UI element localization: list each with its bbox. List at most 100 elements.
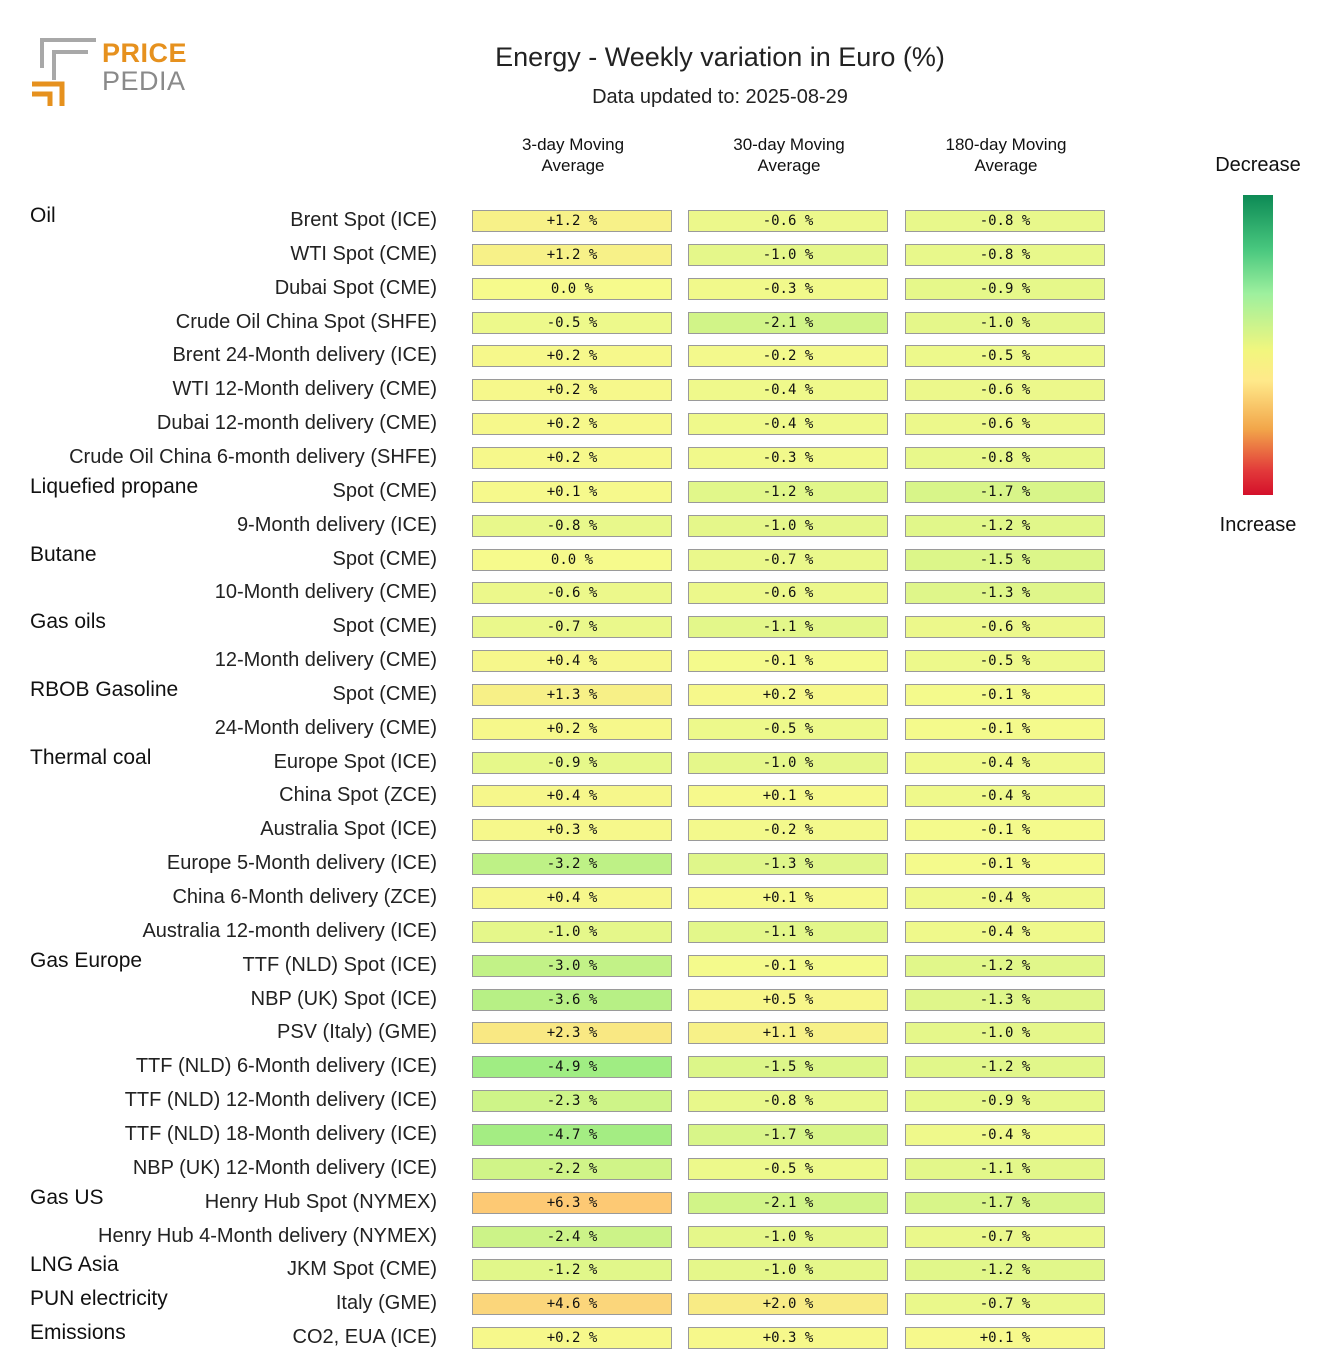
cell-180day: -0.4 % xyxy=(905,887,1105,909)
cell-180day: -1.1 % xyxy=(905,1157,1105,1180)
row-label: TTF (NLD) Spot (ICE) xyxy=(242,953,437,976)
cell-30day: +0.1 % xyxy=(688,887,888,909)
cell-180day: -1.2 % xyxy=(905,954,1105,977)
group-label: Gas US xyxy=(30,1185,104,1209)
cell-30day: -2.1 % xyxy=(688,311,888,334)
cell-30day: +0.1 % xyxy=(688,785,888,808)
column-header-3day-line1: 3-day Moving xyxy=(521,135,625,154)
row-label: TTF (NLD) 12-Month delivery (ICE) xyxy=(124,1089,437,1112)
group-label: Emissions xyxy=(30,1321,126,1345)
cell-180day: -1.2 % xyxy=(905,1259,1105,1282)
row-label: Dubai Spot (CME) xyxy=(274,276,437,299)
cell-30day: -0.3 % xyxy=(688,277,888,300)
cell-3day: +0.3 % xyxy=(472,819,672,842)
cell-30day: -0.6 % xyxy=(688,582,888,605)
cell-3day: -3.6 % xyxy=(472,988,672,1011)
column-header-30day: 30-day Moving Average xyxy=(688,134,890,176)
group-label: RBOB Gasoline xyxy=(30,677,179,701)
column-header-180day-line1: 180-day Moving xyxy=(945,135,1067,154)
row-label: 24-Month delivery (CME) xyxy=(214,716,437,739)
row-label: Europe 5-Month delivery (ICE) xyxy=(166,852,437,875)
group-label: Liquefied propane xyxy=(30,474,199,498)
row-label: TTF (NLD) 18-Month delivery (ICE) xyxy=(124,1122,437,1145)
cell-3day: +0.2 % xyxy=(472,413,672,436)
cell-30day: -1.0 % xyxy=(688,243,888,266)
row-label: Crude Oil China Spot (SHFE) xyxy=(175,310,437,333)
cell-30day: -0.4 % xyxy=(688,413,888,436)
logo-word-price: PRICE xyxy=(102,38,188,68)
cell-180day: -1.7 % xyxy=(905,1191,1105,1214)
cell-3day: +1.2 % xyxy=(472,243,672,266)
group-label: Butane xyxy=(30,542,97,566)
column-header-180day: 180-day Moving Average xyxy=(905,134,1107,176)
cell-3day: +0.4 % xyxy=(472,785,672,808)
row-label: Spot (CME) xyxy=(332,615,437,638)
cell-30day: -1.7 % xyxy=(688,1123,888,1146)
cell-3day: +1.2 % xyxy=(472,210,672,232)
row-label: Crude Oil China 6-month delivery (SHFE) xyxy=(69,445,437,468)
cell-180day: -1.0 % xyxy=(905,311,1105,334)
cell-180day: -0.7 % xyxy=(905,1225,1105,1248)
cell-3day: +6.3 % xyxy=(472,1191,672,1214)
row-label: WTI Spot (CME) xyxy=(290,242,437,265)
cell-180day: -1.0 % xyxy=(905,1022,1105,1045)
group-label: Gas Europe xyxy=(30,948,143,972)
column-header-3day-line2: Average xyxy=(541,156,605,175)
cell-3day: -4.9 % xyxy=(472,1056,672,1079)
cell-180day: -0.4 % xyxy=(905,920,1105,943)
cell-180day: -0.9 % xyxy=(905,277,1105,300)
row-label: PSV (Italy) (GME) xyxy=(276,1021,437,1044)
row-label: Australia 12-month delivery (ICE) xyxy=(142,919,437,942)
cell-3day: +0.2 % xyxy=(472,446,672,469)
cell-30day: -0.2 % xyxy=(688,819,888,842)
cell-30day: -0.4 % xyxy=(688,379,888,402)
cell-180day: -0.1 % xyxy=(905,853,1105,876)
cell-3day: +0.2 % xyxy=(472,717,672,740)
group-label: LNG Asia xyxy=(30,1253,119,1277)
cell-180day: -0.4 % xyxy=(905,1123,1105,1146)
cell-180day: -1.7 % xyxy=(905,480,1105,503)
row-label: Australia Spot (ICE) xyxy=(260,818,437,841)
cell-180day: -0.6 % xyxy=(905,616,1105,639)
cell-3day: +0.1 % xyxy=(472,480,672,503)
cell-30day: -0.6 % xyxy=(688,210,888,232)
cell-30day: -0.8 % xyxy=(688,1090,888,1113)
cell-3day: -2.2 % xyxy=(472,1157,672,1180)
cell-3day: -0.6 % xyxy=(472,582,672,605)
cell-180day: -0.6 % xyxy=(905,413,1105,436)
cell-180day: -0.7 % xyxy=(905,1293,1105,1316)
chart-subtitle: Data updated to: 2025-08-29 xyxy=(592,86,848,108)
row-label: Spot (CME) xyxy=(332,682,437,705)
cell-3day: -0.5 % xyxy=(472,311,672,334)
group-label: Thermal coal xyxy=(30,745,152,769)
chart-title: Energy - Weekly variation in Euro (%) xyxy=(495,42,945,72)
row-label: JKM Spot (CME) xyxy=(286,1258,437,1281)
row-label: Spot (CME) xyxy=(332,547,437,570)
row-label: 10-Month delivery (CME) xyxy=(214,581,437,604)
group-label: PUN electricity xyxy=(30,1287,168,1311)
cell-3day: 0.0 % xyxy=(472,548,672,571)
cell-3day: +4.6 % xyxy=(472,1293,672,1316)
group-label: Oil xyxy=(30,204,56,227)
cell-3day: +0.4 % xyxy=(472,650,672,673)
row-label: TTF (NLD) 6-Month delivery (ICE) xyxy=(135,1055,437,1078)
row-label: WTI 12-Month delivery (CME) xyxy=(172,378,438,401)
row-label: Brent Spot (ICE) xyxy=(290,209,437,231)
cell-180day: -0.6 % xyxy=(905,379,1105,402)
cell-180day: -0.4 % xyxy=(905,751,1105,774)
cell-180day: -1.3 % xyxy=(905,988,1105,1011)
cell-30day: +1.1 % xyxy=(688,1022,888,1045)
cell-180day: -0.9 % xyxy=(905,1090,1105,1113)
cell-3day: -3.2 % xyxy=(472,853,672,876)
cell-30day: -2.1 % xyxy=(688,1191,888,1214)
cell-180day: -0.8 % xyxy=(905,243,1105,266)
cell-3day: -3.0 % xyxy=(472,954,672,977)
row-label: NBP (UK) Spot (ICE) xyxy=(250,987,437,1010)
cell-180day: -0.5 % xyxy=(905,345,1105,368)
cell-3day: -0.9 % xyxy=(472,751,672,774)
cell-30day: -0.2 % xyxy=(688,345,888,368)
cell-3day: -1.0 % xyxy=(472,920,672,943)
column-header-3day: 3-day Moving Average xyxy=(472,134,674,176)
row-label: NBP (UK) 12-Month delivery (ICE) xyxy=(132,1156,437,1179)
